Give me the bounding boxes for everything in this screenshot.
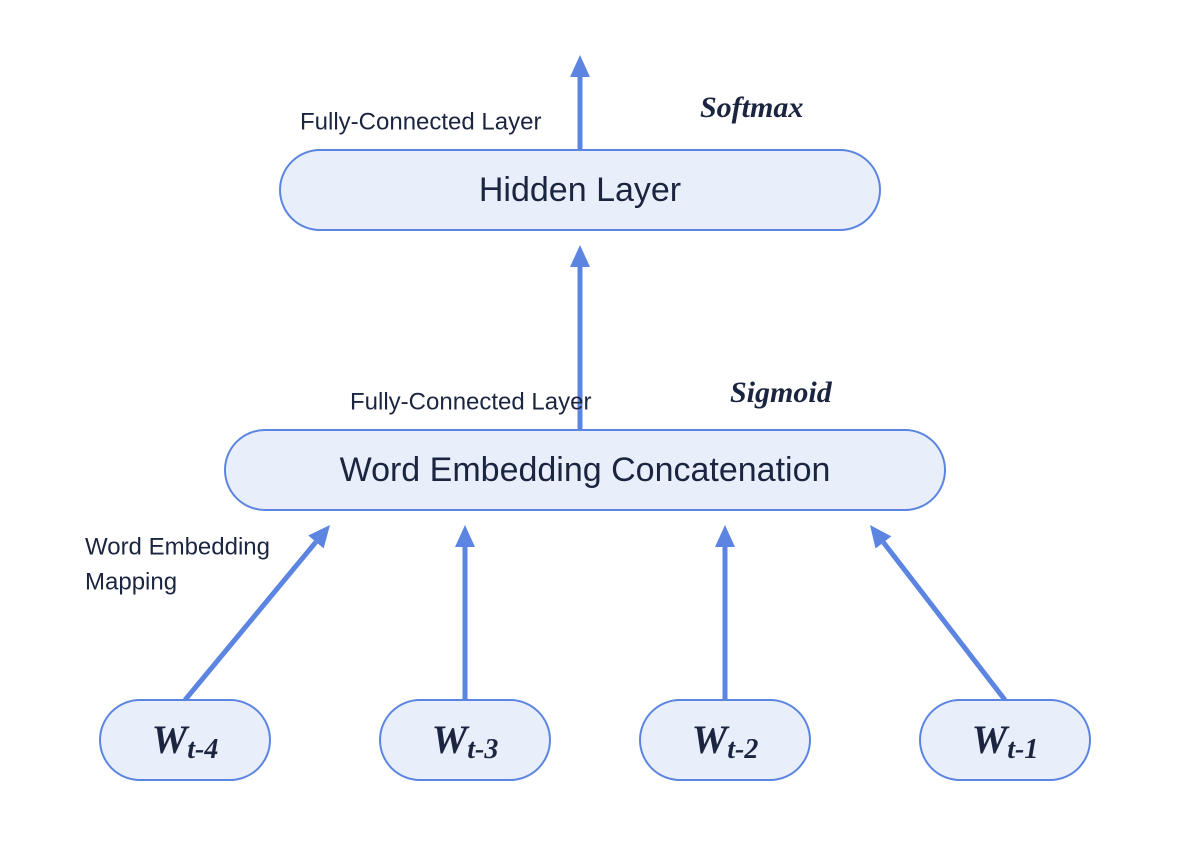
arrow-head-icon <box>455 525 475 547</box>
input-w1-box: Wt-1 <box>920 700 1090 780</box>
hidden-layer-label: Hidden Layer <box>479 171 681 209</box>
input-w4-box: Wt-4 <box>100 700 270 780</box>
arrow-head-icon <box>570 55 590 77</box>
arrow-line <box>185 542 316 700</box>
concat-box: Word Embedding Concatenation <box>225 430 945 510</box>
diagram-canvas: Hidden Layer Word Embedding Concatenatio… <box>0 0 1191 849</box>
arrow-line <box>883 542 1005 700</box>
sigmoid-label: Sigmoid <box>730 376 833 409</box>
embedding-mapping-label-1: Word Embedding <box>85 533 270 560</box>
hidden-layer-box: Hidden Layer <box>280 150 880 230</box>
arrow-head-icon <box>570 245 590 267</box>
input-w3-box: Wt-3 <box>380 700 550 780</box>
softmax-label: Softmax <box>700 91 803 124</box>
embedding-mapping-label-2: Mapping <box>85 568 177 595</box>
fc-layer-top-label: Fully-Connected Layer <box>300 108 541 135</box>
fc-layer-mid-label: Fully-Connected Layer <box>350 388 591 415</box>
input-w2-box: Wt-2 <box>640 700 810 780</box>
arrow-head-icon <box>715 525 735 547</box>
concat-label: Word Embedding Concatenation <box>340 451 831 489</box>
